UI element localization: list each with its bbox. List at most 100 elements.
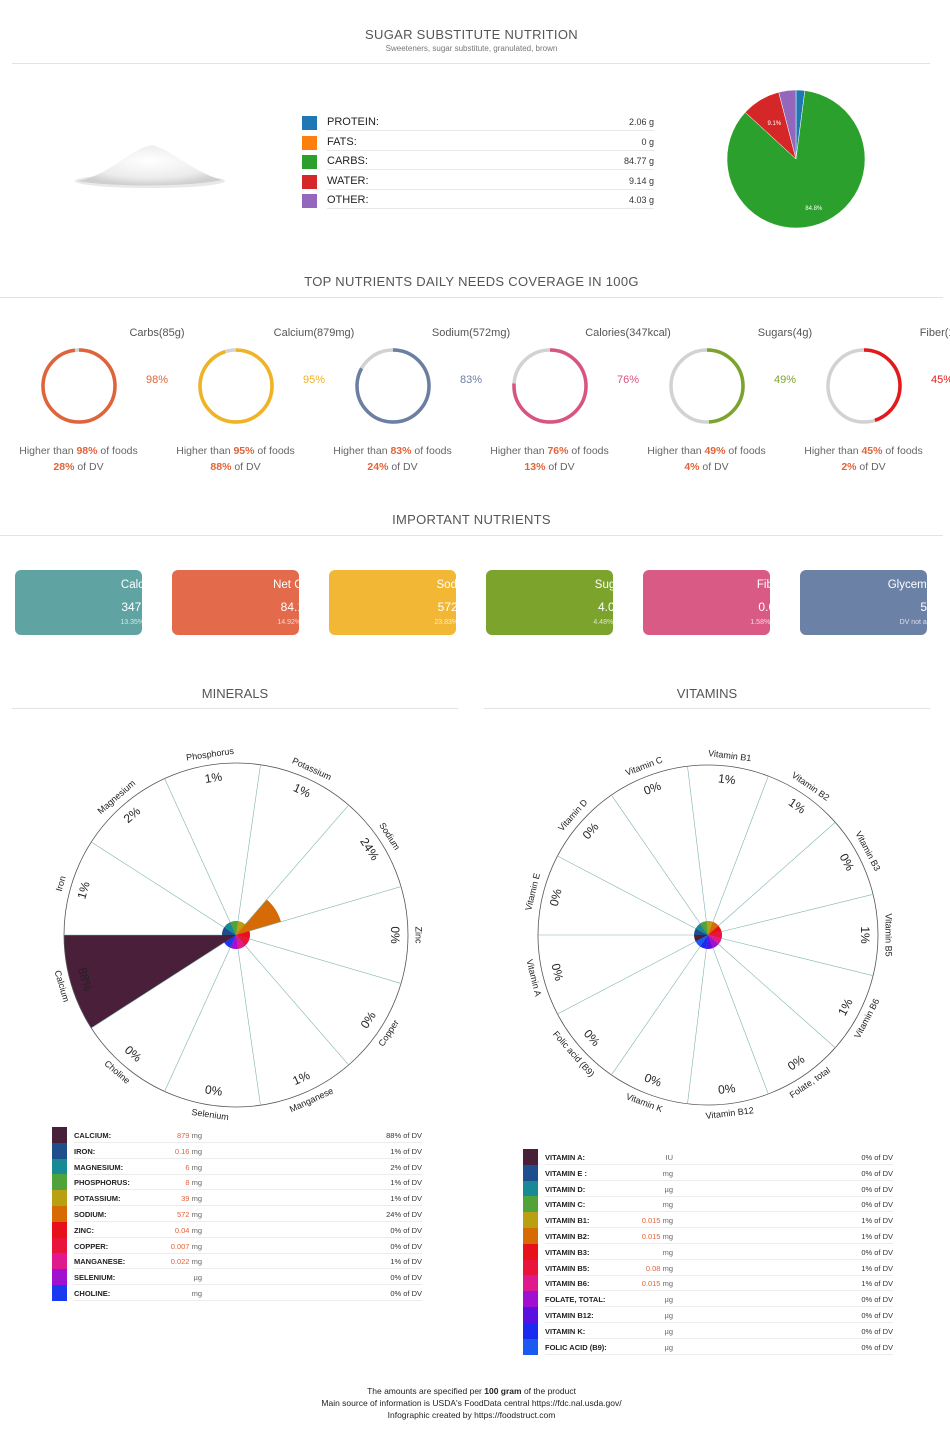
coverage-ring [41, 348, 117, 424]
legend-unit: mg [189, 1210, 202, 1219]
coverage-dv-suffix: of DV [388, 461, 418, 473]
legend-dv-suffix: of DV [872, 1153, 893, 1162]
coverage-higher: Higher than 98% of foods [0, 445, 157, 457]
coverage-higher-suffix: of foods [411, 445, 452, 457]
coverage-item: Calories(347kcal) 76% Higher than 76% of f… [471, 327, 671, 477]
legend-line [545, 1179, 893, 1181]
legend-amount: mg [192, 1289, 202, 1298]
legend-swatch [523, 1212, 538, 1229]
legend-swatch [52, 1127, 67, 1143]
legend-dv-suffix: of DV [401, 1257, 422, 1267]
macro-name: CARBS: [327, 155, 368, 167]
coverage-label: Calcium(879mg) [273, 327, 355, 339]
macro-swatch [302, 135, 317, 150]
legend-dv: 0% of DV [861, 1343, 893, 1352]
legend-swatch [523, 1164, 538, 1181]
legend-row: CALCIUM: 879 mg 88% of DV [52, 1127, 422, 1143]
legend-dv: 1% of DV [861, 1264, 893, 1273]
nutrient-card: Sodium 572mg 23.83% of DV [329, 570, 478, 635]
legend-swatch [52, 1269, 67, 1286]
legend-dv: 0% of DV [390, 1289, 422, 1298]
polar-value: 1% [786, 795, 808, 817]
coverage-percent: 98% [145, 374, 169, 386]
polar-label: Phosphorus [186, 746, 235, 763]
coverage-higher: Higher than 76% of foods [471, 445, 628, 457]
macro-row-line [327, 188, 654, 190]
legend-name: SELENIUM: [74, 1273, 116, 1283]
legend-swatch [523, 1338, 538, 1355]
coverage-dv: 88% of DV [157, 461, 314, 473]
coverage-percent: 45% [930, 374, 950, 386]
macro-name: FATS: [327, 135, 357, 148]
pie-label: 84.8% [805, 206, 823, 212]
macro-row-line [327, 208, 654, 209]
legend-dv-value: 0% [861, 1247, 873, 1257]
coverage-percent: 76% [616, 374, 640, 386]
legend-dv: 0% of DV [861, 1153, 893, 1162]
legend-dv-value: 0% [861, 1326, 873, 1336]
legend-dv-suffix: of DV [401, 1194, 422, 1204]
legend-line [545, 1306, 893, 1308]
coverage-higher-suffix: of foods [97, 445, 138, 457]
coverage-item: Sugars(4g) 49% Higher than 49% of foods 4% … [628, 327, 812, 477]
card-name: Sugars [594, 579, 632, 591]
legend-row: SODIUM: 572 mg 24% of DV [52, 1206, 422, 1222]
legend-amount: 0.015 mg [642, 1232, 673, 1241]
legend-amount: 0.022 mg [171, 1257, 202, 1266]
footer-bold: 100 gram [484, 1386, 522, 1396]
legend-amount-value: 0.015 [641, 1232, 661, 1241]
legend-amount: mg [663, 1200, 673, 1209]
legend-row: SELENIUM: µg 0% of DV [52, 1269, 422, 1286]
legend-amount: 0.015 mg [642, 1279, 673, 1288]
legend-amount: IU [666, 1153, 674, 1162]
coverage-label: Calories(347kcal) [585, 327, 671, 339]
legend-dv-value: 1% [390, 1257, 402, 1267]
coverage-ring [198, 348, 274, 424]
legend-unit: mg [662, 1200, 673, 1210]
legend-dv: 0% of DV [390, 1242, 422, 1251]
polar-label: Choline [102, 1058, 132, 1086]
legend-swatch [523, 1228, 538, 1244]
legend-row: VITAMIN B12: µg 0% of DV [523, 1307, 893, 1323]
legend-dv-value: 0% [390, 1225, 402, 1235]
legend-dv-suffix: of DV [401, 1225, 422, 1235]
legend-dv-value: 0% [390, 1241, 402, 1251]
legend-amount-value: 0.022 [170, 1257, 190, 1267]
legend-amount-value: 0.007 [170, 1241, 190, 1251]
legend-line [545, 1258, 893, 1260]
legend-amount-value: 0.015 [641, 1216, 661, 1226]
legend-dv-suffix: of DV [872, 1184, 893, 1194]
legend-unit: mg [189, 1194, 202, 1204]
legend-dv: 2% of DV [390, 1163, 422, 1172]
page-title: SUGAR SUBSTITUTE NUTRITION [365, 27, 578, 42]
coverage-label: Carbs(85g) [129, 327, 185, 339]
legend-unit: mg [660, 1232, 673, 1241]
legend-amount: 0.16 mg [175, 1147, 202, 1156]
legend-dv: 1% of DV [390, 1194, 422, 1203]
footer-line-1: The amounts are specified per 100 gram o… [0, 1386, 943, 1396]
polar-label: Vitamin E [523, 872, 542, 912]
legend-unit: mg [189, 1162, 202, 1172]
nutrient-card: Fiber 0.6g 1.58% of DV [643, 570, 790, 635]
legend-name: FOLIC ACID (B9): [545, 1342, 607, 1352]
legend-dv-suffix: of DV [872, 1200, 893, 1210]
legend-dv-suffix: of DV [401, 1146, 422, 1156]
legend-line [545, 1353, 893, 1355]
coverage-higher: Higher than 95% of foods [157, 445, 314, 457]
legend-dv-suffix: of DV [872, 1342, 893, 1352]
coverage-dv-value: 2% [841, 461, 857, 473]
coverage-label: Fiber(1g) [919, 327, 950, 339]
legend-dv: 88% of DV [386, 1131, 422, 1140]
legend-amount-value: 0.04 [174, 1225, 190, 1235]
macro-value: 84.77 g [623, 156, 654, 166]
polar-label: Zinc [414, 926, 424, 944]
legend-line [545, 1195, 893, 1197]
coverage-higher: Higher than 45% of foods [785, 445, 942, 457]
polar-value: 1% [835, 996, 856, 1018]
legend-row: VITAMIN E : mg 0% of DV [523, 1164, 893, 1181]
legend-dv-value: 0% [861, 1153, 873, 1162]
coverage-dv-suffix: of DV [74, 461, 104, 473]
legend-name: FOLATE, TOTAL: [545, 1295, 606, 1305]
macro-value: 2.06 g [628, 117, 654, 127]
